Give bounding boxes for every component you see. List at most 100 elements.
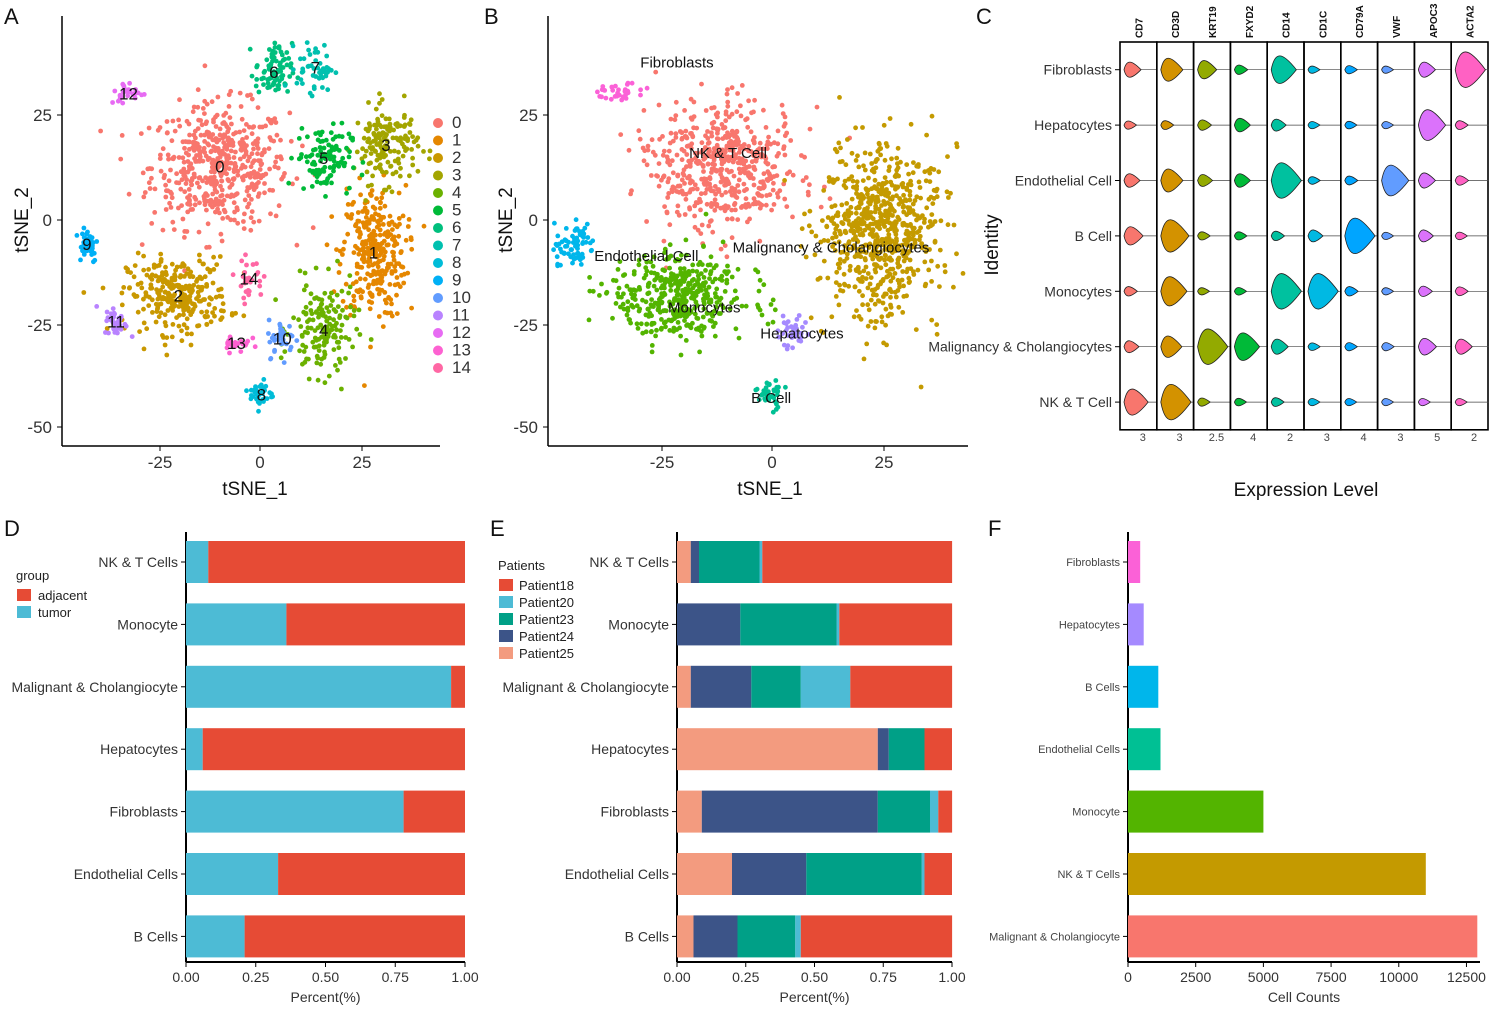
scatter-point — [395, 156, 401, 162]
scatter-point — [724, 277, 730, 283]
bar-patient20-5 — [921, 853, 925, 895]
scatter-point — [673, 113, 679, 118]
scatter-point — [772, 307, 778, 313]
scatter-point — [711, 157, 717, 163]
scatter-point — [687, 162, 693, 168]
scatter-point — [333, 363, 338, 368]
scatter-point — [859, 279, 865, 284]
scatter-point — [882, 224, 887, 229]
scatter-point — [322, 290, 328, 296]
bar-patient18-1 — [839, 603, 953, 646]
scatter-point — [227, 334, 233, 340]
scatter-point — [744, 186, 749, 192]
scatter-point — [649, 343, 655, 348]
cluster-label-11: 11 — [107, 312, 125, 331]
scatter-point — [718, 171, 723, 177]
scatter-point — [711, 146, 717, 151]
scatter-point — [360, 160, 366, 165]
panel-b-ytick: -50 — [513, 418, 538, 437]
scatter-point — [376, 314, 382, 319]
scatter-point — [821, 258, 827, 264]
scatter-point — [164, 335, 170, 340]
scatter-point — [921, 220, 927, 225]
scatter-point — [719, 157, 725, 163]
scatter-point — [309, 184, 315, 189]
scatter-point — [832, 248, 838, 253]
scatter-point — [761, 282, 767, 288]
scatter-point — [272, 50, 278, 55]
scatter-point — [917, 185, 923, 190]
scatter-point — [760, 146, 766, 152]
scatter-point — [825, 275, 831, 281]
scatter-point — [733, 152, 738, 158]
scatter-point — [585, 235, 591, 240]
scatter-point — [929, 317, 935, 323]
scatter-point — [660, 267, 666, 273]
scatter-point — [200, 106, 206, 111]
scatter-point — [385, 159, 391, 165]
scatter-point — [862, 256, 868, 261]
scatter-point — [250, 125, 256, 130]
scatter-point — [690, 285, 696, 291]
scatter-point — [732, 288, 738, 294]
x-tick-label: 0.25 — [732, 969, 759, 985]
scatter-point — [755, 269, 761, 275]
scatter-point — [144, 272, 150, 278]
x-axis-title: Cell Counts — [1268, 989, 1340, 1005]
violin-cd3d-0 — [1160, 57, 1184, 82]
scatter-point — [383, 187, 389, 193]
cluster-points-11 — [94, 304, 135, 339]
scatter-point — [587, 288, 593, 294]
scatter-point — [836, 140, 842, 146]
scatter-point — [225, 215, 231, 220]
scatter-point — [381, 149, 386, 155]
scatter-point — [673, 275, 679, 281]
scatter-point — [382, 203, 388, 209]
scatter-point — [363, 222, 369, 228]
scatter-point — [261, 397, 266, 403]
scatter-point — [157, 156, 163, 162]
category-label: Fibroblasts — [601, 804, 669, 820]
scatter-point — [880, 278, 886, 284]
scatter-point — [178, 288, 184, 294]
scatter-point — [707, 219, 713, 224]
scatter-point — [220, 301, 226, 307]
scatter-point — [323, 314, 328, 320]
scatter-point — [217, 126, 223, 132]
scatter-point — [202, 202, 208, 208]
violin-cd1c-6 — [1307, 398, 1321, 407]
violin-vwf-3 — [1381, 231, 1395, 240]
scatter-point — [623, 96, 629, 101]
scatter-point — [202, 313, 208, 319]
scatter-point — [89, 252, 95, 257]
cluster-points-3 — [345, 91, 433, 203]
scatter-point — [733, 326, 739, 332]
scatter-point — [380, 222, 386, 227]
scatter-point — [210, 191, 216, 197]
scatter-point — [889, 196, 895, 202]
panel-b-tsne-celltypes: B 25 0 -25 -50 -25 0 25 tSNE_1 tSNE_2 Fi… — [484, 4, 968, 500]
scatter-point — [108, 311, 114, 317]
scatter-point — [651, 320, 657, 326]
scatter-point — [698, 283, 703, 289]
cluster-points-8 — [244, 377, 275, 414]
bar-tumor-0 — [186, 541, 209, 583]
scatter-point — [166, 156, 171, 162]
scatter-point — [843, 162, 849, 168]
cluster-points-13 — [224, 334, 258, 356]
scatter-point — [170, 219, 176, 225]
scatter-point — [876, 206, 882, 212]
scatter-point — [766, 134, 771, 140]
scatter-point — [183, 181, 189, 187]
scatter-point — [757, 205, 763, 211]
scatter-point — [156, 263, 162, 268]
scatter-point — [222, 161, 228, 166]
scatter-point — [356, 226, 362, 231]
scatter-point — [379, 195, 385, 201]
scatter-point — [626, 317, 632, 322]
scatter-point — [851, 184, 856, 190]
scatter-point — [410, 134, 415, 140]
scatter-point — [853, 234, 858, 240]
scatter-point — [716, 146, 722, 152]
scatter-point — [904, 162, 910, 168]
